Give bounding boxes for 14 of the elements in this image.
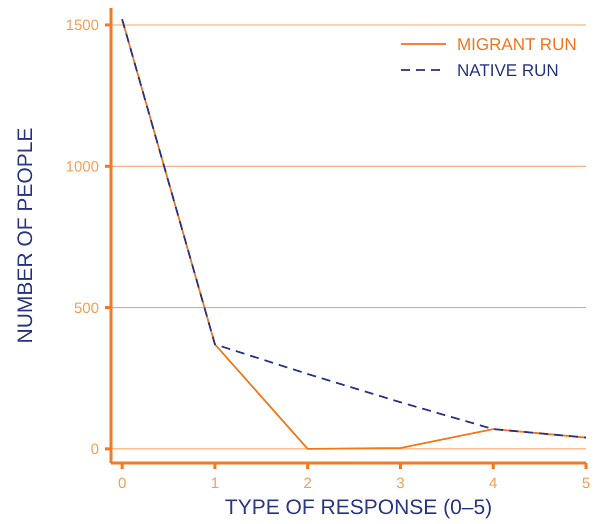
y-tick-label: 1000	[66, 158, 99, 176]
x-axis-title: TYPE OF RESPONSE (0–5)	[224, 496, 492, 519]
y-tick-label: 1500	[66, 17, 99, 34]
x-tick-label: 3	[396, 475, 405, 492]
x-tick-label: 1	[210, 475, 220, 492]
x-tick-label: 2	[304, 475, 312, 492]
y-axis-title: NUMBER OF PEOPLE	[14, 128, 37, 344]
x-tick-label: 5	[582, 475, 590, 492]
x-tick-label: 0	[118, 475, 126, 492]
legend-label: MIGRANT RUN	[457, 34, 577, 54]
legend-label: NATIVE RUN	[457, 60, 559, 80]
y-tick-label: 500	[74, 300, 99, 317]
x-tick-label: 4	[489, 475, 498, 492]
y-tick-label: 0	[90, 441, 99, 458]
